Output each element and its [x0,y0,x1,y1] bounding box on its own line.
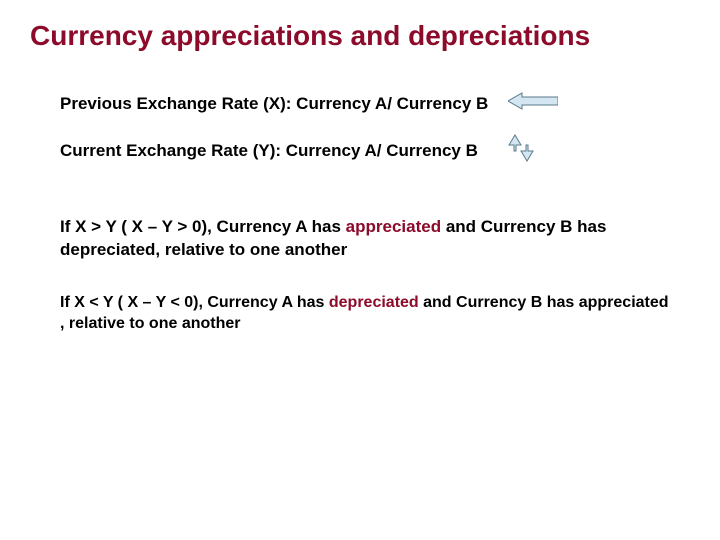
condition-depreciated: If X < Y ( X – Y < 0), Currency A has de… [60,292,670,335]
condition-appreciated-pre: If X > Y ( X – Y > 0), Currency A has [60,217,346,236]
condition-appreciated: If X > Y ( X – Y > 0), Currency A has ap… [60,216,670,262]
arrow-up-down-icon [506,133,536,168]
spacer [30,186,690,216]
exchange-rate-previous-text: Previous Exchange Rate (X): Currency A/ … [60,94,488,114]
condition-depreciated-pre: If X < Y ( X – Y < 0), Currency A has [60,294,329,311]
exchange-rate-previous-line: Previous Exchange Rate (X): Currency A/ … [60,92,690,115]
slide: Currency appreciations and depreciations… [0,0,720,540]
condition-appreciated-highlight: appreciated [346,217,441,236]
exchange-rate-current-line: Current Exchange Rate (Y): Currency A/ C… [60,133,690,168]
exchange-rate-current-text: Current Exchange Rate (Y): Currency A/ C… [60,141,478,161]
condition-depreciated-highlight: depreciated [329,294,419,311]
slide-title: Currency appreciations and depreciations [30,20,690,52]
arrow-left-icon [508,92,558,115]
